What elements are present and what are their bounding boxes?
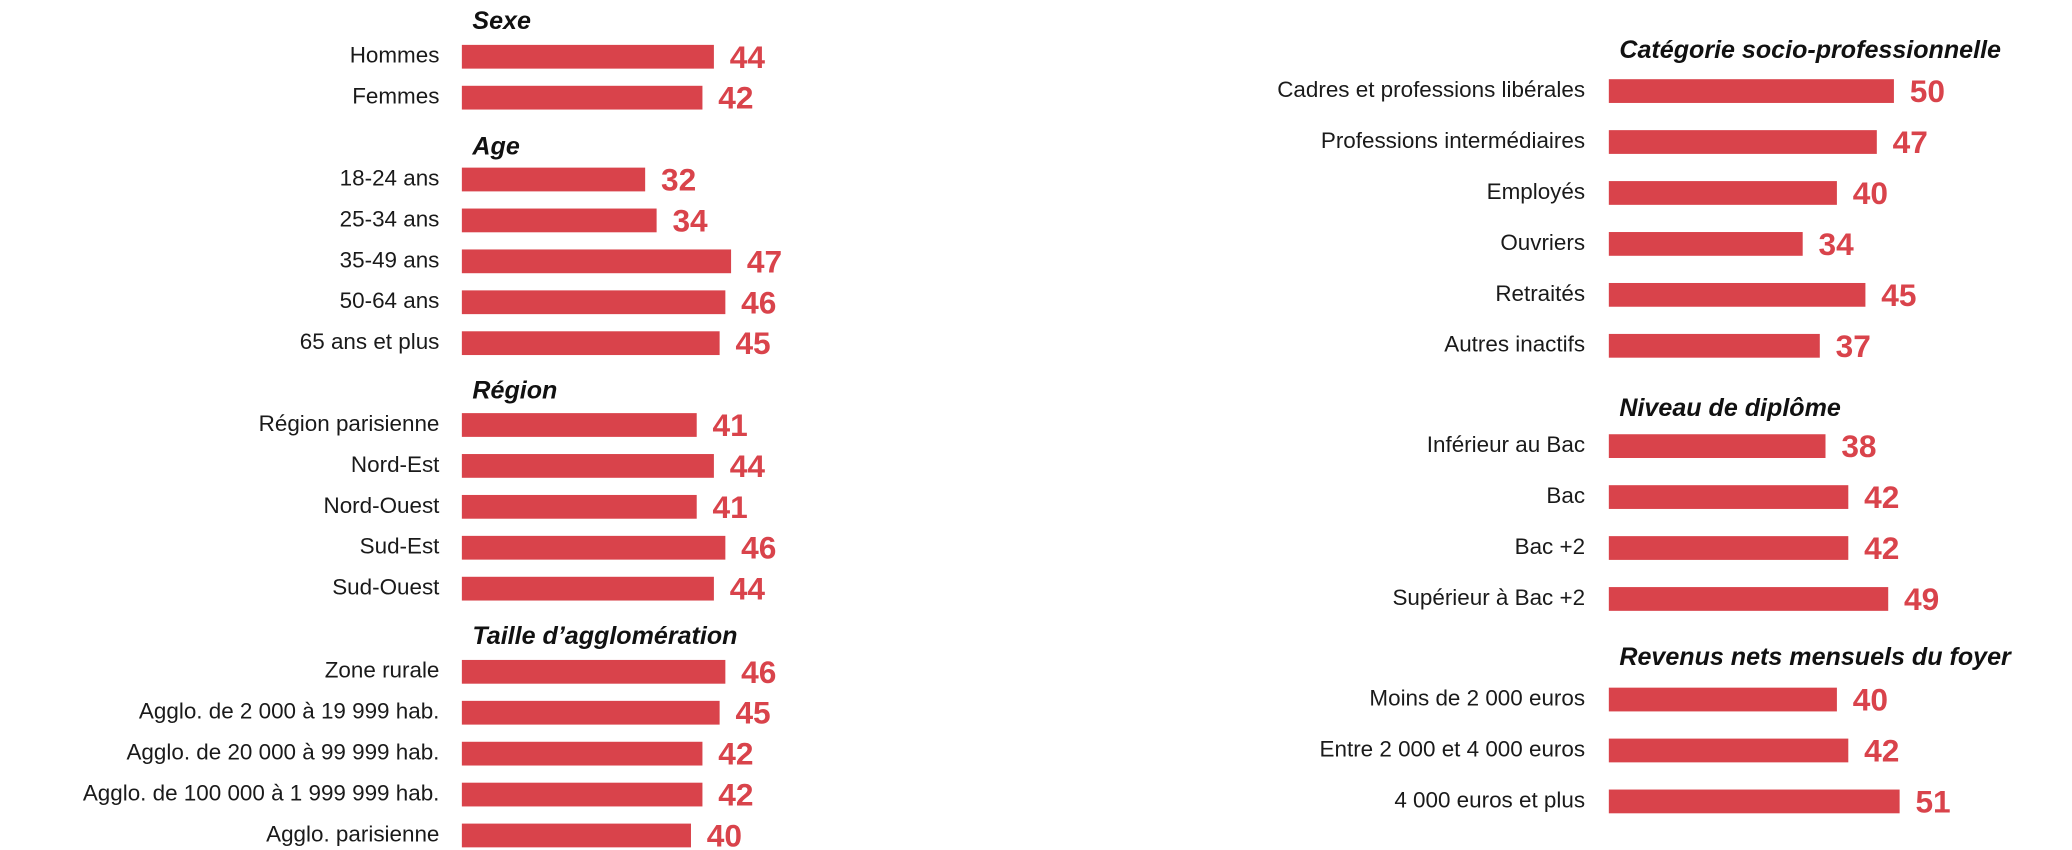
group-title: Sexe <box>472 7 531 35</box>
group-title: Taille d’agglomération <box>472 622 737 650</box>
category-label: Professions intermédiaires <box>1321 128 1585 153</box>
value-label: 34 <box>672 202 708 238</box>
category-label: Femmes <box>352 84 439 109</box>
group-title: Niveau de diplôme <box>1619 394 1840 422</box>
value-label: 41 <box>713 489 748 525</box>
category-label: Supérieur à Bac +2 <box>1392 585 1585 610</box>
bar <box>461 413 697 437</box>
bar <box>461 249 732 274</box>
bar <box>1608 282 1866 307</box>
value-label: 42 <box>1864 732 1899 768</box>
bar <box>461 44 714 69</box>
value-label: 41 <box>713 407 748 443</box>
category-label: 50-64 ans <box>340 288 440 313</box>
category-label: Hommes <box>350 43 440 68</box>
value-label: 51 <box>1915 783 1950 819</box>
category-label: Agglo. de 20 000 à 99 999 hab. <box>126 740 439 765</box>
value-label: 46 <box>741 654 776 690</box>
bar <box>1608 536 1849 560</box>
bar <box>1608 687 1837 712</box>
bar <box>1608 130 1877 154</box>
category-label: Autres inactifs <box>1444 332 1585 357</box>
value-label: 49 <box>1904 581 1939 617</box>
value-label: 44 <box>730 448 766 484</box>
category-label: Retraités <box>1495 281 1585 306</box>
value-label: 47 <box>747 243 782 279</box>
value-label: 50 <box>1910 73 1945 109</box>
value-label: 34 <box>1819 226 1855 262</box>
category-label: Employés <box>1487 179 1585 204</box>
value-label: 42 <box>718 736 753 772</box>
bar <box>461 331 720 356</box>
category-label: Nord-Ouest <box>324 493 441 518</box>
group-title: Région <box>472 377 557 405</box>
category-label: Agglo. de 100 000 à 1 999 999 hab. <box>83 780 440 805</box>
value-label: 37 <box>1836 328 1871 364</box>
bar <box>461 823 691 848</box>
bar <box>461 782 703 807</box>
bar <box>1608 738 1849 763</box>
category-label: Inférieur au Bac <box>1427 432 1585 457</box>
bar <box>1608 485 1849 509</box>
bar <box>461 576 714 601</box>
category-label: 18-24 ans <box>340 165 440 190</box>
bar <box>461 290 726 315</box>
value-label: 42 <box>1864 479 1899 515</box>
category-label: Nord-Est <box>351 452 440 477</box>
group-title: Age <box>471 132 519 160</box>
value-label: 47 <box>1893 124 1928 160</box>
bar <box>461 535 726 560</box>
bar <box>1608 232 1803 256</box>
bar <box>461 700 720 725</box>
group-title: Revenus nets mensuels du foyer <box>1619 643 2012 671</box>
bar <box>461 208 657 233</box>
bar <box>1608 181 1837 205</box>
category-label: Sud-Est <box>360 534 441 559</box>
value-label: 42 <box>1864 530 1899 566</box>
value-label: 46 <box>741 284 776 320</box>
category-label: Zone rurale <box>325 658 440 683</box>
category-label: Moins de 2 000 euros <box>1369 685 1585 710</box>
bar <box>461 454 714 478</box>
value-label: 40 <box>707 817 742 850</box>
value-label: 40 <box>1853 682 1888 718</box>
category-label: 35-49 ans <box>340 247 440 272</box>
bar <box>1608 333 1820 358</box>
value-label: 42 <box>718 80 753 116</box>
group-title: Catégorie socio-professionnelle <box>1619 36 2001 64</box>
bar <box>1608 434 1826 458</box>
value-label: 40 <box>1853 175 1888 211</box>
category-label: 25-34 ans <box>340 206 440 231</box>
bar <box>461 85 703 110</box>
value-label: 45 <box>1881 277 1916 313</box>
value-label: 32 <box>661 162 696 198</box>
category-label: Sud-Ouest <box>332 575 440 600</box>
value-label: 44 <box>730 39 766 75</box>
bar <box>461 494 697 519</box>
category-label: Bac <box>1546 483 1585 508</box>
bar <box>1608 789 1900 814</box>
category-label: 65 ans et plus <box>300 329 440 354</box>
category-label: Entre 2 000 et 4 000 euros <box>1320 736 1586 761</box>
category-label: Agglo. parisienne <box>266 821 439 846</box>
value-label: 42 <box>718 777 753 813</box>
bar <box>461 659 726 684</box>
value-label: 46 <box>741 530 776 566</box>
category-label: Bac +2 <box>1515 534 1585 559</box>
value-label: 38 <box>1841 428 1876 464</box>
category-label: 4 000 euros et plus <box>1394 787 1585 812</box>
value-label: 45 <box>735 325 770 361</box>
category-label: Agglo. de 2 000 à 19 999 hab. <box>139 699 439 724</box>
category-label: Ouvriers <box>1500 230 1585 255</box>
value-label: 45 <box>735 695 770 731</box>
bar <box>461 741 703 766</box>
value-label: 44 <box>730 571 766 607</box>
bar <box>1608 587 1889 611</box>
bar <box>461 167 646 192</box>
category-label: Région parisienne <box>259 411 440 436</box>
bar <box>1608 79 1894 103</box>
category-label: Cadres et professions libérales <box>1277 77 1585 102</box>
